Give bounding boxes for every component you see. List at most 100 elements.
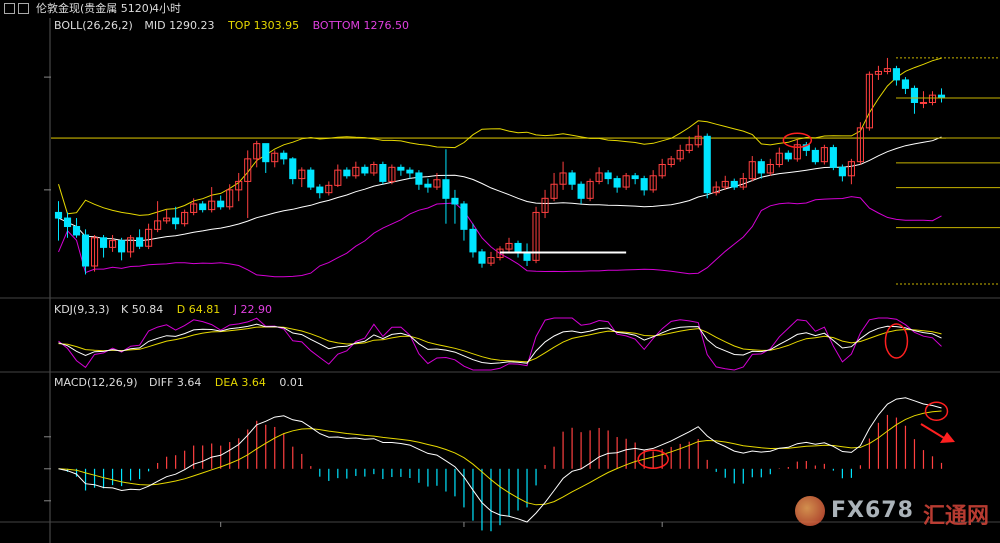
candle-body <box>352 166 360 177</box>
candle-body <box>172 217 180 225</box>
macd-dea-line <box>58 410 942 506</box>
kdj-d-label: D <box>176 303 186 316</box>
candle-body <box>253 143 261 160</box>
macd-name: MACD(12,26,9) <box>54 376 138 389</box>
watermark-cn: 汇通网 <box>923 504 990 529</box>
macd-diff-label: DIFF <box>149 376 174 389</box>
candle-body <box>910 87 919 103</box>
candle-body <box>694 135 702 146</box>
candle-body <box>802 144 810 151</box>
candle-body <box>631 175 639 180</box>
candle-body <box>262 143 270 163</box>
candle-body <box>793 144 801 160</box>
macd-annotation-ellipse <box>637 449 669 469</box>
candle-body <box>820 147 828 163</box>
candle-body <box>703 135 711 194</box>
candle-body <box>613 178 621 188</box>
macd-diff-value: 3.64 <box>176 376 202 389</box>
candle-body <box>739 178 747 188</box>
window-close-icon[interactable] <box>18 3 29 14</box>
kdj-j-value: 22.90 <box>240 303 272 316</box>
candle-body <box>622 175 630 188</box>
candle-body <box>163 217 171 222</box>
kdj-annotation-ellipse <box>884 323 909 359</box>
candle-body <box>145 228 153 247</box>
kdj-j-label: J <box>233 303 237 316</box>
macd-header: MACD(12,26,9) DIFF 3.64 DEA 3.64 0.01 <box>54 377 304 389</box>
candle-body <box>54 211 63 219</box>
candle-body <box>712 186 720 194</box>
candle-body <box>541 197 549 213</box>
instrument-title: 伦敦金现(贵金属 5120) <box>36 2 154 15</box>
down-arrow-shaft <box>920 423 945 439</box>
candle-body <box>469 228 477 253</box>
macd-annotation-ellipse <box>924 401 949 421</box>
candle-body <box>721 180 729 188</box>
candle-body <box>901 79 910 89</box>
kdj-name: KDJ(9,3,3) <box>54 303 110 316</box>
candle-body <box>550 183 558 199</box>
candle-body <box>388 166 396 182</box>
brand-logo-icon <box>795 496 825 526</box>
candle-body <box>190 203 198 213</box>
candle-body <box>199 203 207 211</box>
candle-body <box>478 251 486 264</box>
candle-body <box>154 220 162 230</box>
candle-body <box>289 158 297 180</box>
candle-body <box>208 200 216 211</box>
candle-body <box>406 169 414 174</box>
period-selector[interactable]: 4小时 <box>152 2 181 15</box>
candle-body <box>235 180 243 191</box>
candle-body <box>856 127 864 163</box>
candle-body <box>109 240 117 248</box>
candle-body <box>451 197 459 205</box>
candle-body <box>658 164 666 177</box>
boll-mid-line <box>58 136 942 242</box>
candle-body <box>136 237 144 247</box>
candle-body <box>667 158 675 166</box>
window-restore-icon[interactable] <box>4 3 15 14</box>
candle-body <box>757 161 765 174</box>
candle-body <box>847 161 855 177</box>
candle-body <box>874 70 882 75</box>
candle-body <box>568 172 576 185</box>
kdj-k-label: K <box>121 303 129 316</box>
candle-body <box>640 178 648 191</box>
candle-body <box>883 68 891 72</box>
boll-top-value: 1303.95 <box>253 19 300 32</box>
candle-body <box>90 237 99 267</box>
candle-body <box>559 172 567 185</box>
macd-value: 0.01 <box>279 376 304 389</box>
candle-body <box>766 164 774 174</box>
candle-body <box>649 175 657 191</box>
kdj-j-line <box>58 317 942 371</box>
candle-body <box>118 240 126 253</box>
candle-body <box>775 152 783 165</box>
macd-dea-value: 3.64 <box>241 376 266 389</box>
macd-dea-label: DEA <box>214 376 238 389</box>
candle-body <box>379 164 387 182</box>
candle-body <box>532 211 540 261</box>
watermark-logo: FX678 汇通网 <box>795 496 995 532</box>
candle-body <box>604 172 612 180</box>
annotation-ellipse <box>782 132 813 149</box>
candle-body <box>829 147 837 168</box>
candle-body <box>343 169 351 177</box>
candle-body <box>63 217 72 228</box>
candle-body <box>433 179 441 188</box>
boll-mid-label: MID <box>144 19 166 32</box>
candle-body <box>838 166 846 177</box>
candle-body <box>271 152 279 163</box>
title-bar: 伦敦金现(贵金属 5120) 4小时 <box>0 0 1000 18</box>
candle-body <box>892 68 901 81</box>
candle-body <box>784 152 792 160</box>
candle-body <box>514 242 522 253</box>
candle-body <box>361 166 369 174</box>
candle-body <box>730 180 738 188</box>
candle-body <box>325 184 333 194</box>
candle-body <box>181 211 189 225</box>
boll-top-label: TOP <box>228 19 251 32</box>
candle-body <box>676 149 684 160</box>
candle-body <box>505 242 513 250</box>
